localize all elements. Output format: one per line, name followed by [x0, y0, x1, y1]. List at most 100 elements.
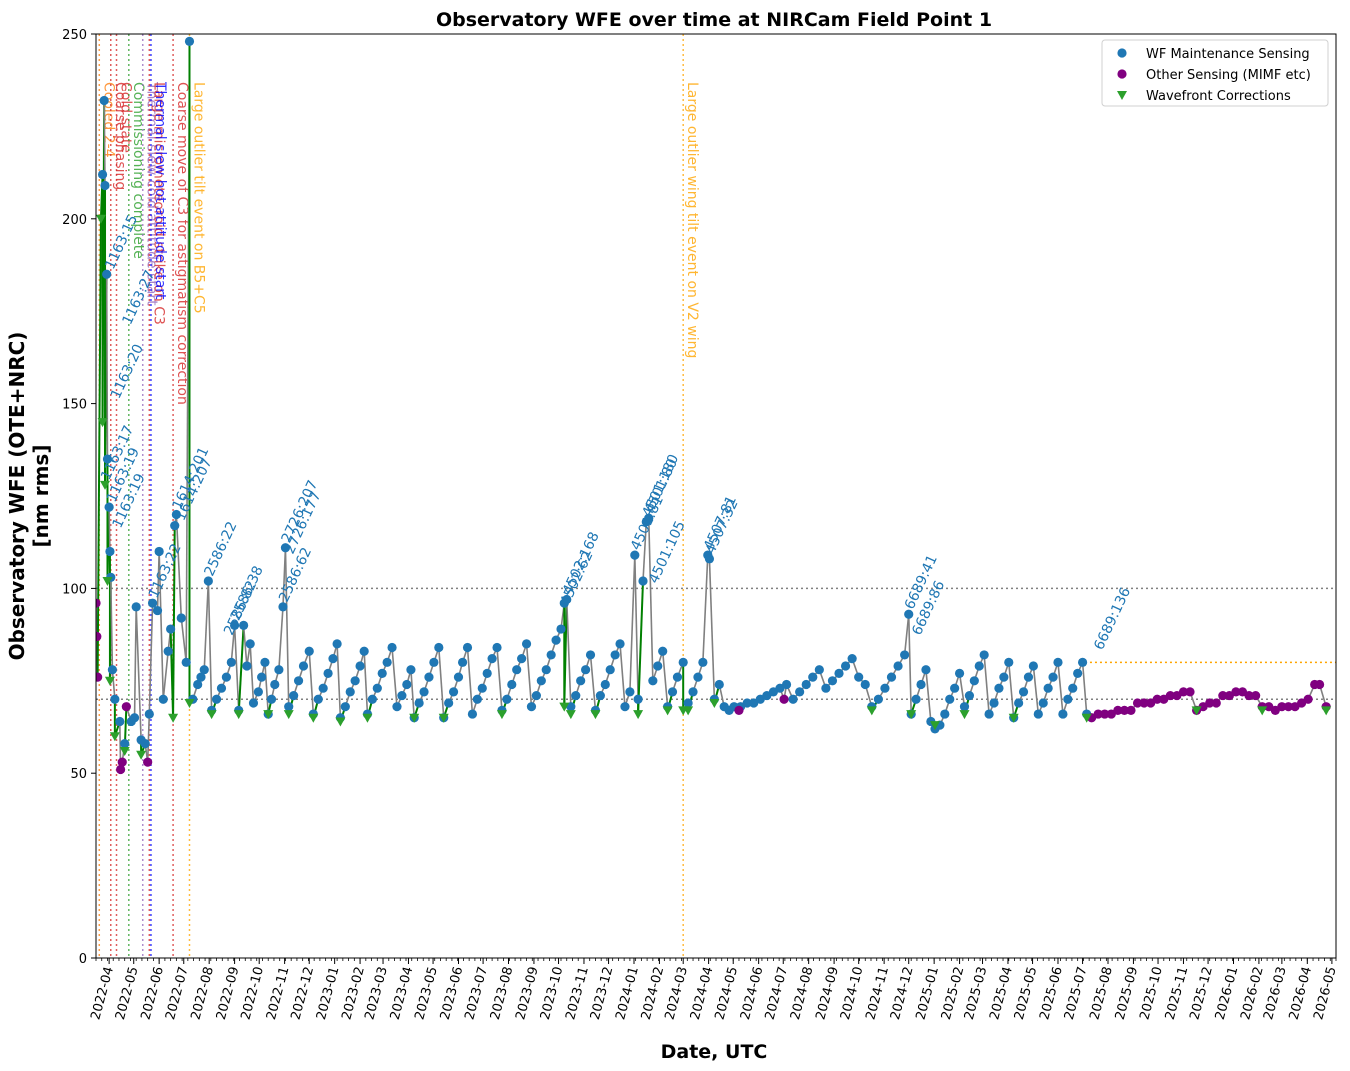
maintenance-point: [359, 646, 369, 656]
connector-segment: [148, 603, 154, 715]
x-tick-label: 2022-11: [264, 965, 293, 1021]
maintenance-point: [615, 639, 625, 649]
maintenance-point: [531, 690, 541, 701]
maintenance-point: [270, 679, 280, 690]
maintenance-point: [945, 694, 955, 704]
maintenance-point: [444, 698, 454, 708]
maintenance-point: [610, 650, 620, 660]
legend-marker: [1117, 91, 1127, 100]
x-tick-label: 2023-09: [513, 965, 542, 1021]
x-tick-label: 2022-10: [239, 965, 268, 1021]
x-tick-label: 2022-09: [214, 965, 243, 1021]
connector-segment: [108, 507, 111, 552]
maintenance-point: [387, 642, 397, 653]
legend-entry: Other Sensing (MIMF etc): [1146, 68, 1311, 83]
connector-segment: [629, 555, 636, 692]
connector-segment: [1057, 662, 1064, 715]
connector-segment: [958, 673, 966, 707]
maintenance-point: [158, 694, 168, 704]
maintenance-point: [226, 657, 236, 667]
other-sensing-point: [1205, 698, 1215, 708]
x-tick-label: 2023-11: [563, 965, 592, 1021]
correction-point: [168, 713, 179, 723]
maintenance-point: [683, 698, 693, 708]
other-sensing-point: [1152, 694, 1162, 704]
x-tick-label: 2026-04: [1287, 965, 1316, 1021]
connector-segment: [565, 599, 572, 707]
maintenance-point: [969, 676, 979, 686]
maintenance-point: [984, 709, 994, 719]
maintenance-point: [658, 646, 668, 656]
maintenance-point: [472, 694, 482, 704]
other-sensing-point: [1244, 690, 1254, 701]
x-tick-label: 2024-05: [713, 965, 742, 1021]
correction-point: [496, 710, 507, 720]
maintenance-point: [355, 661, 365, 671]
connector-segment: [702, 555, 709, 663]
other-sensing-point: [779, 694, 789, 704]
maintenance-point: [266, 694, 277, 704]
maintenance-point: [120, 739, 130, 749]
maintenance-point: [1033, 709, 1043, 719]
maintenance-point: [625, 687, 635, 697]
event-label: Large outlier wing tilt event on V2 wing: [684, 82, 700, 358]
connector-segment: [1081, 662, 1088, 715]
maintenance-point: [154, 546, 164, 557]
x-tick-label: 2022-12: [289, 965, 318, 1021]
other-sensing-point: [1211, 698, 1221, 708]
point-label: 6689:136: [1091, 585, 1134, 653]
maintenance-point: [999, 672, 1009, 682]
maintenance-point: [392, 702, 402, 712]
maintenance-point: [566, 702, 576, 712]
x-tick-label: 2022-08: [188, 965, 217, 1021]
maintenance-point: [105, 546, 115, 557]
maintenance-point: [638, 576, 648, 586]
maintenance-point: [170, 520, 180, 531]
correction-point: [590, 710, 601, 720]
maintenance-point: [248, 698, 259, 708]
x-tick-label: 2025-12: [1187, 965, 1216, 1021]
maintenance-point: [571, 690, 581, 701]
point-label: 2586:38: [228, 564, 267, 623]
x-tick-label: 2023-07: [462, 965, 491, 1021]
maintenance-point: [1063, 694, 1073, 704]
maintenance-point: [424, 672, 434, 682]
connector-segment: [233, 625, 240, 711]
other-sensing-point: [96, 672, 103, 682]
maintenance-point: [880, 683, 890, 693]
maintenance-point: [414, 698, 424, 708]
other-sensing-point: [1132, 698, 1143, 708]
maintenance-point: [814, 665, 824, 675]
y-tick-label: 250: [62, 28, 87, 43]
other-sensing-point: [1139, 698, 1149, 708]
maintenance-point: [429, 657, 439, 667]
other-sensing-point: [1303, 694, 1313, 704]
maintenance-point: [954, 668, 965, 679]
other-sensing-point: [1314, 679, 1325, 690]
maintenance-point: [253, 687, 263, 697]
maintenance-point: [517, 654, 527, 664]
x-tick-label: 2025-08: [1087, 965, 1116, 1021]
maintenance-point: [203, 576, 213, 586]
correction-point: [97, 418, 108, 428]
maintenance-point: [620, 702, 630, 712]
x-tick-label: 2023-06: [438, 965, 467, 1021]
maintenance-point: [166, 624, 176, 634]
y-axis: 0 50 100 150 200 250: [62, 28, 96, 967]
maintenance-point: [402, 679, 412, 690]
x-tick-label: 2025-05: [1012, 965, 1041, 1021]
connector-segment: [203, 580, 210, 670]
maintenance-point: [1068, 683, 1078, 693]
maintenance-point: [507, 679, 517, 690]
other-sensing-point: [1100, 709, 1110, 719]
x-tick-label: 2024-08: [788, 965, 817, 1021]
maintenance-point: [1073, 668, 1083, 679]
legend-entry: WF Maintenance Sensing: [1146, 47, 1310, 62]
maintenance-point: [97, 169, 108, 180]
maintenance-point: [502, 694, 512, 704]
x-tick-label: 2024-09: [813, 965, 842, 1021]
other-sensing-point: [1283, 702, 1294, 712]
maintenance-point: [860, 679, 870, 690]
other-sensing-point: [1113, 705, 1123, 715]
connector-segment: [336, 643, 342, 718]
